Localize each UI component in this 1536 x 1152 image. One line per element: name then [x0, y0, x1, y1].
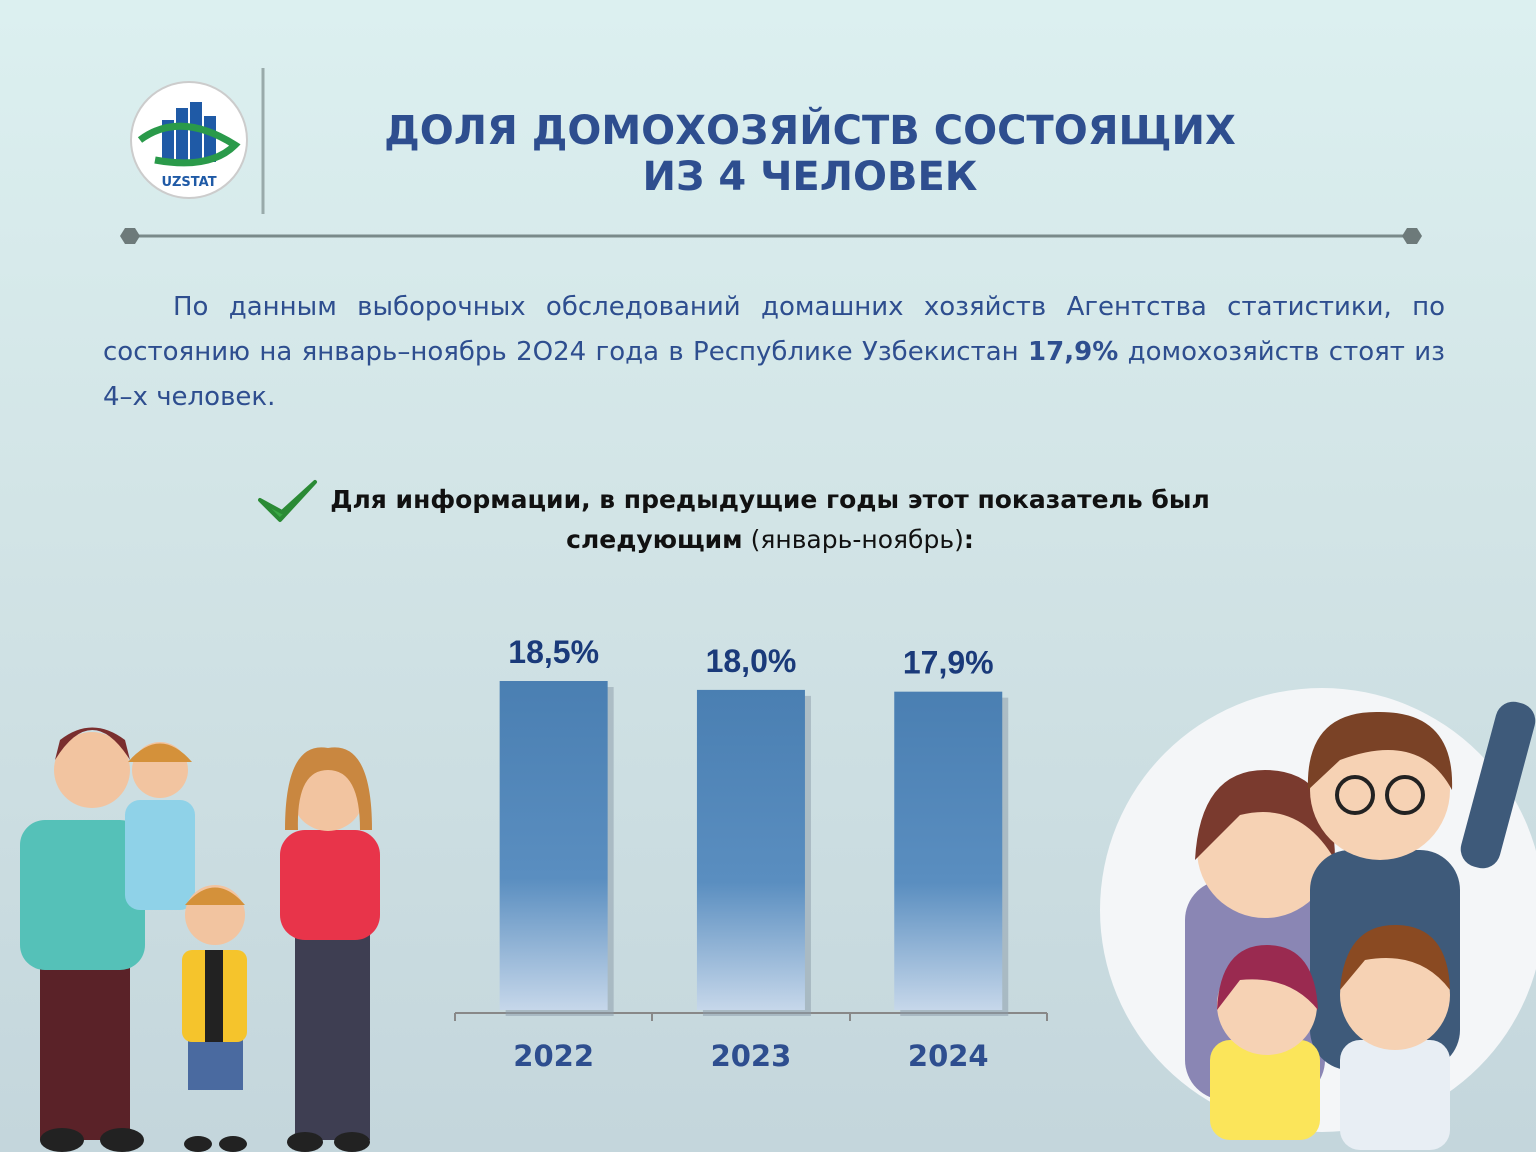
value-label: 18,0% — [706, 643, 797, 679]
intro-highlight: 17,9% — [1028, 337, 1119, 367]
value-label: 17,9% — [903, 645, 994, 681]
note-text: (январь-ноябрь) — [750, 525, 964, 554]
x-tick-label: 2023 — [711, 1039, 792, 1073]
note: Для информации, в предыдущие годы этот п… — [320, 480, 1220, 560]
logo-text: UZSTAT — [161, 175, 216, 190]
bar — [499, 681, 608, 1010]
checkmark — [258, 480, 317, 522]
note-end: : — [963, 525, 974, 554]
family-illustration — [20, 727, 380, 1152]
rule-end — [1402, 228, 1422, 244]
note-bold: Для информации, в предыдущие годы этот п… — [330, 485, 1210, 554]
intro: По данным выборочных обследований домашн… — [103, 285, 1445, 420]
value-label: 18,5% — [508, 634, 599, 670]
intro-text: По данным выборочных обследований домашн… — [103, 292, 1445, 367]
intro-text: домохозяйств стоят из 4–х человек. — [103, 337, 1446, 412]
family-illustration — [1100, 688, 1536, 1150]
title-line: ИЗ 4 ЧЕЛОВЕК — [642, 154, 978, 200]
x-tick-label: 2022 — [513, 1039, 594, 1073]
logo: UZSTAT — [130, 81, 248, 199]
bar — [696, 689, 805, 1010]
rule-end — [120, 228, 140, 244]
bar — [894, 691, 1003, 1010]
x-tick-label: 2024 — [908, 1039, 989, 1073]
title: ДОЛЯ ДОМОХОЗЯЙСТВ СОСТОЯЩИХ ИЗ 4 ЧЕЛОВЕК — [300, 108, 1320, 200]
title-line: ДОЛЯ ДОМОХОЗЯЙСТВ СОСТОЯЩИХ — [384, 108, 1236, 154]
